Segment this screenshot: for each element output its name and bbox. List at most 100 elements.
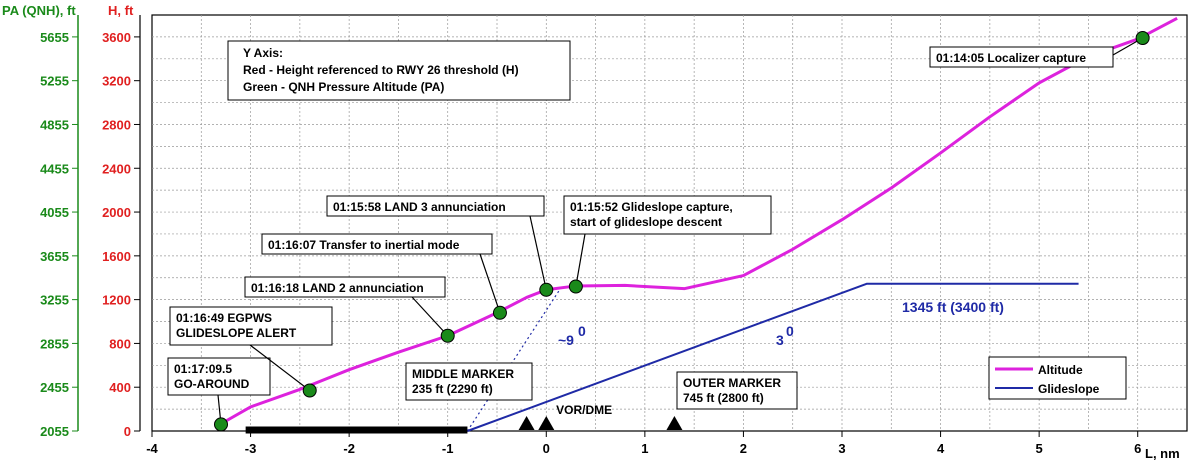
y-inner-axis-label: H, ft [108, 3, 134, 18]
marker-triangle [518, 416, 535, 430]
y-inner-tick-label: 3200 [102, 74, 131, 89]
y-inner-tick-label: 1600 [102, 249, 131, 264]
degree-symbol: 0 [578, 323, 586, 339]
y-outer-tick-label: 2455 [40, 380, 69, 395]
event-label: 01:16:18 LAND 2 annunciation [244, 276, 446, 298]
x-tick-label: -1 [442, 441, 454, 456]
event-point [214, 417, 228, 432]
y-outer-tick-label: 5655 [40, 30, 69, 45]
label-box [244, 276, 446, 298]
y-inner-tick-label: 2400 [102, 161, 131, 176]
label-box [169, 306, 333, 346]
angle-9-label: ~9 [558, 332, 574, 348]
legend-frame [988, 356, 1127, 400]
y-outer-tick-label: 4455 [40, 161, 69, 176]
label-text: GO-AROUND [174, 377, 250, 391]
label-box [929, 46, 1114, 68]
event-leader [575, 233, 586, 287]
label-box [261, 233, 493, 255]
x-tick-label: -3 [245, 441, 257, 456]
label-text: 01:15:52 Glideslope capture, [570, 200, 733, 214]
label-text: MIDDLE MARKER [412, 367, 514, 381]
x-tick-label: 2 [740, 441, 747, 456]
event-point [302, 383, 317, 398]
y-inner-tick-label: 2000 [102, 205, 131, 220]
y-inner-tick-label: 3600 [102, 30, 131, 45]
y-outer-tick-label: 5255 [40, 74, 69, 89]
label-box [563, 195, 772, 235]
axes: -4 -3 -2 -1 0 1 2 3 4 5 6 L, nm 0 400 800 1200 1600 2000 2… [2, 3, 1180, 461]
label-text: GLIDESLOPE ALERT [176, 326, 297, 340]
label-box [167, 357, 271, 396]
event-label: 01:15:58 LAND 3 annunciation [326, 195, 545, 217]
x-tick-label: 3 [838, 441, 845, 456]
event-point [568, 279, 583, 294]
vor-dme-label: VOR/DME [556, 403, 612, 417]
label-text: 01:16:18 LAND 2 annunciation [251, 281, 424, 295]
glideslope-line [467, 282, 1079, 432]
altitude-line [215, 16, 1178, 428]
y-outer-axis-label: PA (QNH), ft [2, 3, 76, 18]
y-outer-tick-label: 4855 [40, 117, 69, 132]
degree-symbol: 0 [786, 323, 794, 339]
markers-group: VOR/DME [245, 403, 683, 434]
series-group [215, 16, 1178, 432]
x-tick-label: 5 [1036, 441, 1043, 456]
event-point [539, 282, 554, 297]
y-inner-tick-label: 800 [109, 336, 131, 351]
x-tick-label: -2 [343, 441, 355, 456]
label-text: 745 ft (2800 ft) [683, 391, 764, 405]
label-box [676, 371, 798, 410]
label-text: 01:16:49 EGPWS [176, 311, 272, 325]
legend-label-altitude: Altitude [1038, 363, 1083, 377]
y-inner-tick-label: 400 [109, 380, 131, 395]
y-outer-tick-label: 2055 [40, 424, 69, 439]
angle-3-label: 3 [776, 332, 784, 348]
event-label: 01:15:52 Glideslope capture,start of gli… [563, 195, 772, 235]
event-leader [411, 296, 449, 337]
y-inner-tick-label: 0 [124, 424, 131, 439]
event-leader [529, 215, 547, 290]
x-axis-label: L, nm [1145, 446, 1180, 461]
marker-triangle [538, 416, 555, 430]
info-box: Y Axis: Red - Height referenced to RWY 26… [227, 40, 571, 101]
glideslope-altitude-label: 1345 ft (3400 ft) [902, 299, 1004, 315]
x-tick-label: 1 [641, 441, 648, 456]
y-inner-tick-label: 2800 [102, 117, 131, 132]
event-leader [249, 344, 311, 391]
label-text: start of glideslope descent [570, 215, 722, 229]
info-box-line-green: Green - QNH Pressure Altitude (PA) [243, 80, 444, 94]
info-box-line-red: Red - Height referenced to RWY 26 thresh… [243, 63, 519, 77]
event-label: 01:14:05 Localizer capture [929, 46, 1114, 68]
legend: Altitude Glideslope [988, 356, 1127, 400]
x-tick-label: 0 [543, 441, 550, 456]
label-text: OUTER MARKER [683, 376, 781, 390]
y-outer-tick-label: 4055 [40, 205, 69, 220]
label-text: 235 ft (2290 ft) [412, 382, 493, 396]
y-outer-tick-label: 2855 [40, 336, 69, 351]
y-outer-tick-label: 3655 [40, 249, 69, 264]
x-tick-label: 4 [937, 441, 945, 456]
label-text: 01:14:05 Localizer capture [936, 51, 1086, 65]
x-tick-label: -4 [146, 441, 158, 456]
event-point [1135, 30, 1150, 45]
label-box [326, 195, 545, 217]
label-text: 01:17:09.5 [174, 362, 232, 376]
glideslope-extension-line [466, 287, 562, 432]
y-outer-tick-label: 3255 [40, 293, 69, 308]
event-point [492, 305, 507, 320]
events-group: 01:17:09.5GO-AROUND 01:16:49 EGPWSGLIDESL… [167, 30, 1150, 432]
event-label: 01:17:09.5GO-AROUND [167, 357, 271, 396]
y-inner-tick-label: 1200 [102, 293, 131, 308]
event-point [440, 328, 455, 343]
label-box [405, 362, 533, 401]
x-tick-label: 6 [1134, 441, 1141, 456]
marker-triangle [666, 416, 683, 430]
event-label: 01:16:07 Transfer to inertial mode [261, 233, 493, 255]
label-text: 01:16:07 Transfer to inertial mode [268, 238, 460, 252]
